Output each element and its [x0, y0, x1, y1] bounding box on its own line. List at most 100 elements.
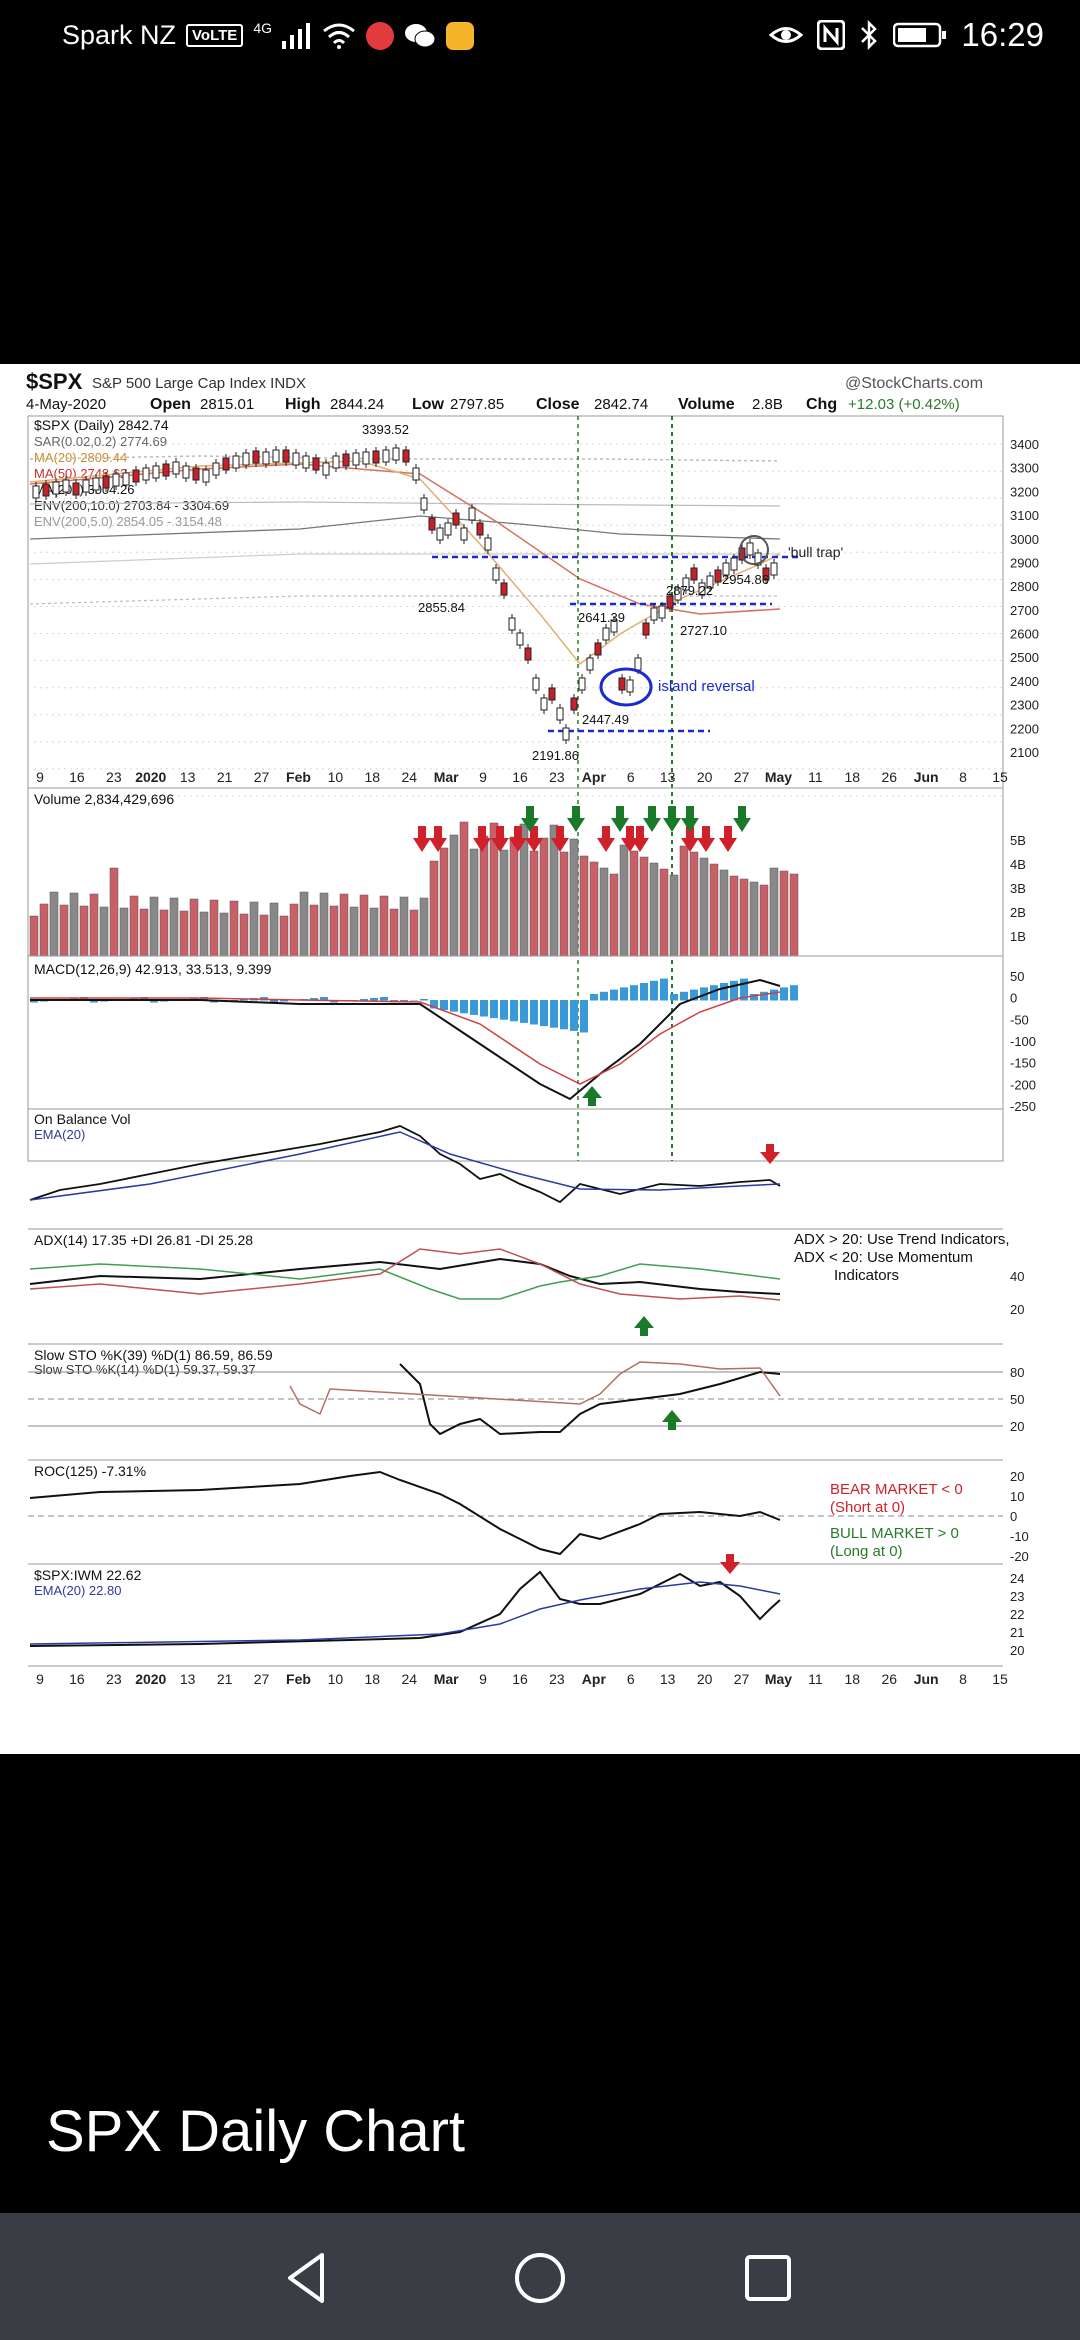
date-axis-label: 16	[69, 769, 85, 785]
candle	[492, 567, 500, 581]
date-axis-label: 27	[734, 1671, 750, 1687]
candle	[342, 453, 350, 467]
candle	[706, 575, 714, 589]
buy-arrow-icon	[643, 806, 661, 832]
volume-bar	[539, 837, 549, 957]
legend-env5: ENV(200,5.0) 2854.05 - 3154.48	[34, 514, 222, 529]
candle	[62, 479, 70, 493]
date-axis-label: 21	[217, 769, 233, 785]
candle	[382, 449, 390, 463]
obv-label: On Balance Vol	[34, 1111, 131, 1127]
candle	[562, 727, 570, 741]
date-axis-label: 9	[479, 1671, 487, 1687]
macd-bar	[680, 991, 688, 1001]
volume-arrows	[413, 806, 751, 852]
macd-bar	[420, 999, 428, 1001]
candle	[82, 479, 90, 493]
macd-bar	[720, 983, 728, 1001]
volume-bar	[759, 884, 769, 957]
volume-bar	[129, 895, 139, 957]
signal-bars-icon	[282, 22, 310, 49]
candle	[292, 452, 300, 466]
annotation-2447: 2447.49	[582, 712, 629, 727]
macd-bar	[240, 999, 248, 1001]
candle	[72, 482, 80, 496]
candle	[52, 481, 60, 495]
recents-icon[interactable]	[733, 2243, 803, 2313]
volume-bar	[569, 838, 579, 957]
back-icon[interactable]	[272, 2243, 342, 2313]
macd-bar	[370, 998, 378, 1001]
candle	[634, 657, 642, 671]
date-axis-label: 26	[881, 1671, 897, 1687]
volume-axis-label: 4B	[1010, 857, 1026, 872]
candle	[578, 677, 586, 691]
date-axis-label: 16	[512, 769, 528, 785]
macd-signal	[30, 991, 781, 1085]
annotation-2954: 2954.86	[722, 572, 769, 587]
volume-bar	[79, 905, 89, 957]
date-axis-label: 9	[36, 769, 44, 785]
roc-label: ROC(125) -7.31%	[34, 1463, 146, 1479]
volume-bar	[299, 891, 309, 957]
date-axis-label: 13	[660, 1671, 676, 1687]
wifi-icon	[323, 23, 355, 49]
volte-badge: VoLTE	[186, 24, 244, 47]
date-axis-label: 6	[627, 1671, 635, 1687]
date-axis-label: 10	[328, 1671, 344, 1687]
env5-upper	[29, 501, 781, 507]
macd-bar	[630, 985, 638, 1001]
date-axis-label: 8	[959, 769, 967, 785]
bull-market-label: BULL MARKET > 0	[830, 1525, 959, 1542]
bear-market-sub: (Short at 0)	[830, 1499, 905, 1516]
candle	[122, 472, 130, 486]
macd-bar	[610, 989, 618, 1001]
candle	[722, 562, 730, 576]
date-axis-label: 24	[401, 769, 417, 785]
adx-note-3: Indicators	[834, 1267, 899, 1284]
macd-bar	[620, 987, 628, 1001]
close-value: 2842.74	[594, 396, 648, 413]
volume-bar	[749, 881, 759, 957]
date-axis-label: 20	[697, 769, 713, 785]
macd-bar	[590, 994, 598, 1001]
high-label: High	[285, 396, 321, 413]
date-axis-label: 6	[627, 769, 635, 785]
candle	[602, 627, 610, 641]
open-value: 2815.01	[200, 396, 254, 413]
sell-arrow-icon	[509, 826, 527, 852]
candle	[192, 467, 200, 481]
volume-bar	[689, 851, 699, 957]
price-axis-label: 2300	[1010, 698, 1039, 713]
macd-up-arrow	[582, 1086, 602, 1106]
home-icon[interactable]	[505, 2243, 575, 2313]
candle	[532, 677, 540, 691]
macd-bar	[500, 1000, 508, 1020]
date-axis-bottom: 9 16 23 2020 13 21 27 Feb 10 18 24 Mar 9 16 23 Apr 6 13 20…	[36, 1671, 1008, 1687]
obv-line	[29, 1125, 781, 1204]
macd-bar	[520, 1000, 528, 1023]
plus-di-line	[29, 1263, 781, 1300]
date-axis-label: 2020	[135, 769, 166, 785]
macd-bar	[780, 987, 788, 1001]
macd-bar	[450, 1000, 458, 1012]
candle	[428, 517, 436, 531]
macd-bar	[230, 1000, 238, 1001]
obv-down-arrow	[760, 1144, 780, 1164]
date-axis-label: 18	[845, 769, 861, 785]
volume-bar	[219, 912, 229, 957]
volume-axis-label: 3B	[1010, 881, 1026, 896]
macd-bar	[470, 1000, 478, 1015]
clock: 16:29	[961, 16, 1044, 53]
macd-bar	[360, 999, 368, 1001]
chart-image[interactable]: $SPX S&P 500 Large Cap Index INDX @Stock…	[0, 364, 1080, 1754]
buy-arrow-icon	[733, 806, 751, 832]
volume-bar	[649, 862, 659, 957]
volume-bar	[659, 868, 669, 957]
candle	[690, 567, 698, 581]
volume-panel-label: Volume 2,834,429,696	[34, 791, 174, 807]
date-axis-label: 9	[36, 1671, 44, 1687]
sell-arrow-icon	[429, 826, 447, 852]
sto-axis-label: 50	[1010, 1392, 1024, 1407]
price-axis-label: 2100	[1010, 745, 1039, 760]
